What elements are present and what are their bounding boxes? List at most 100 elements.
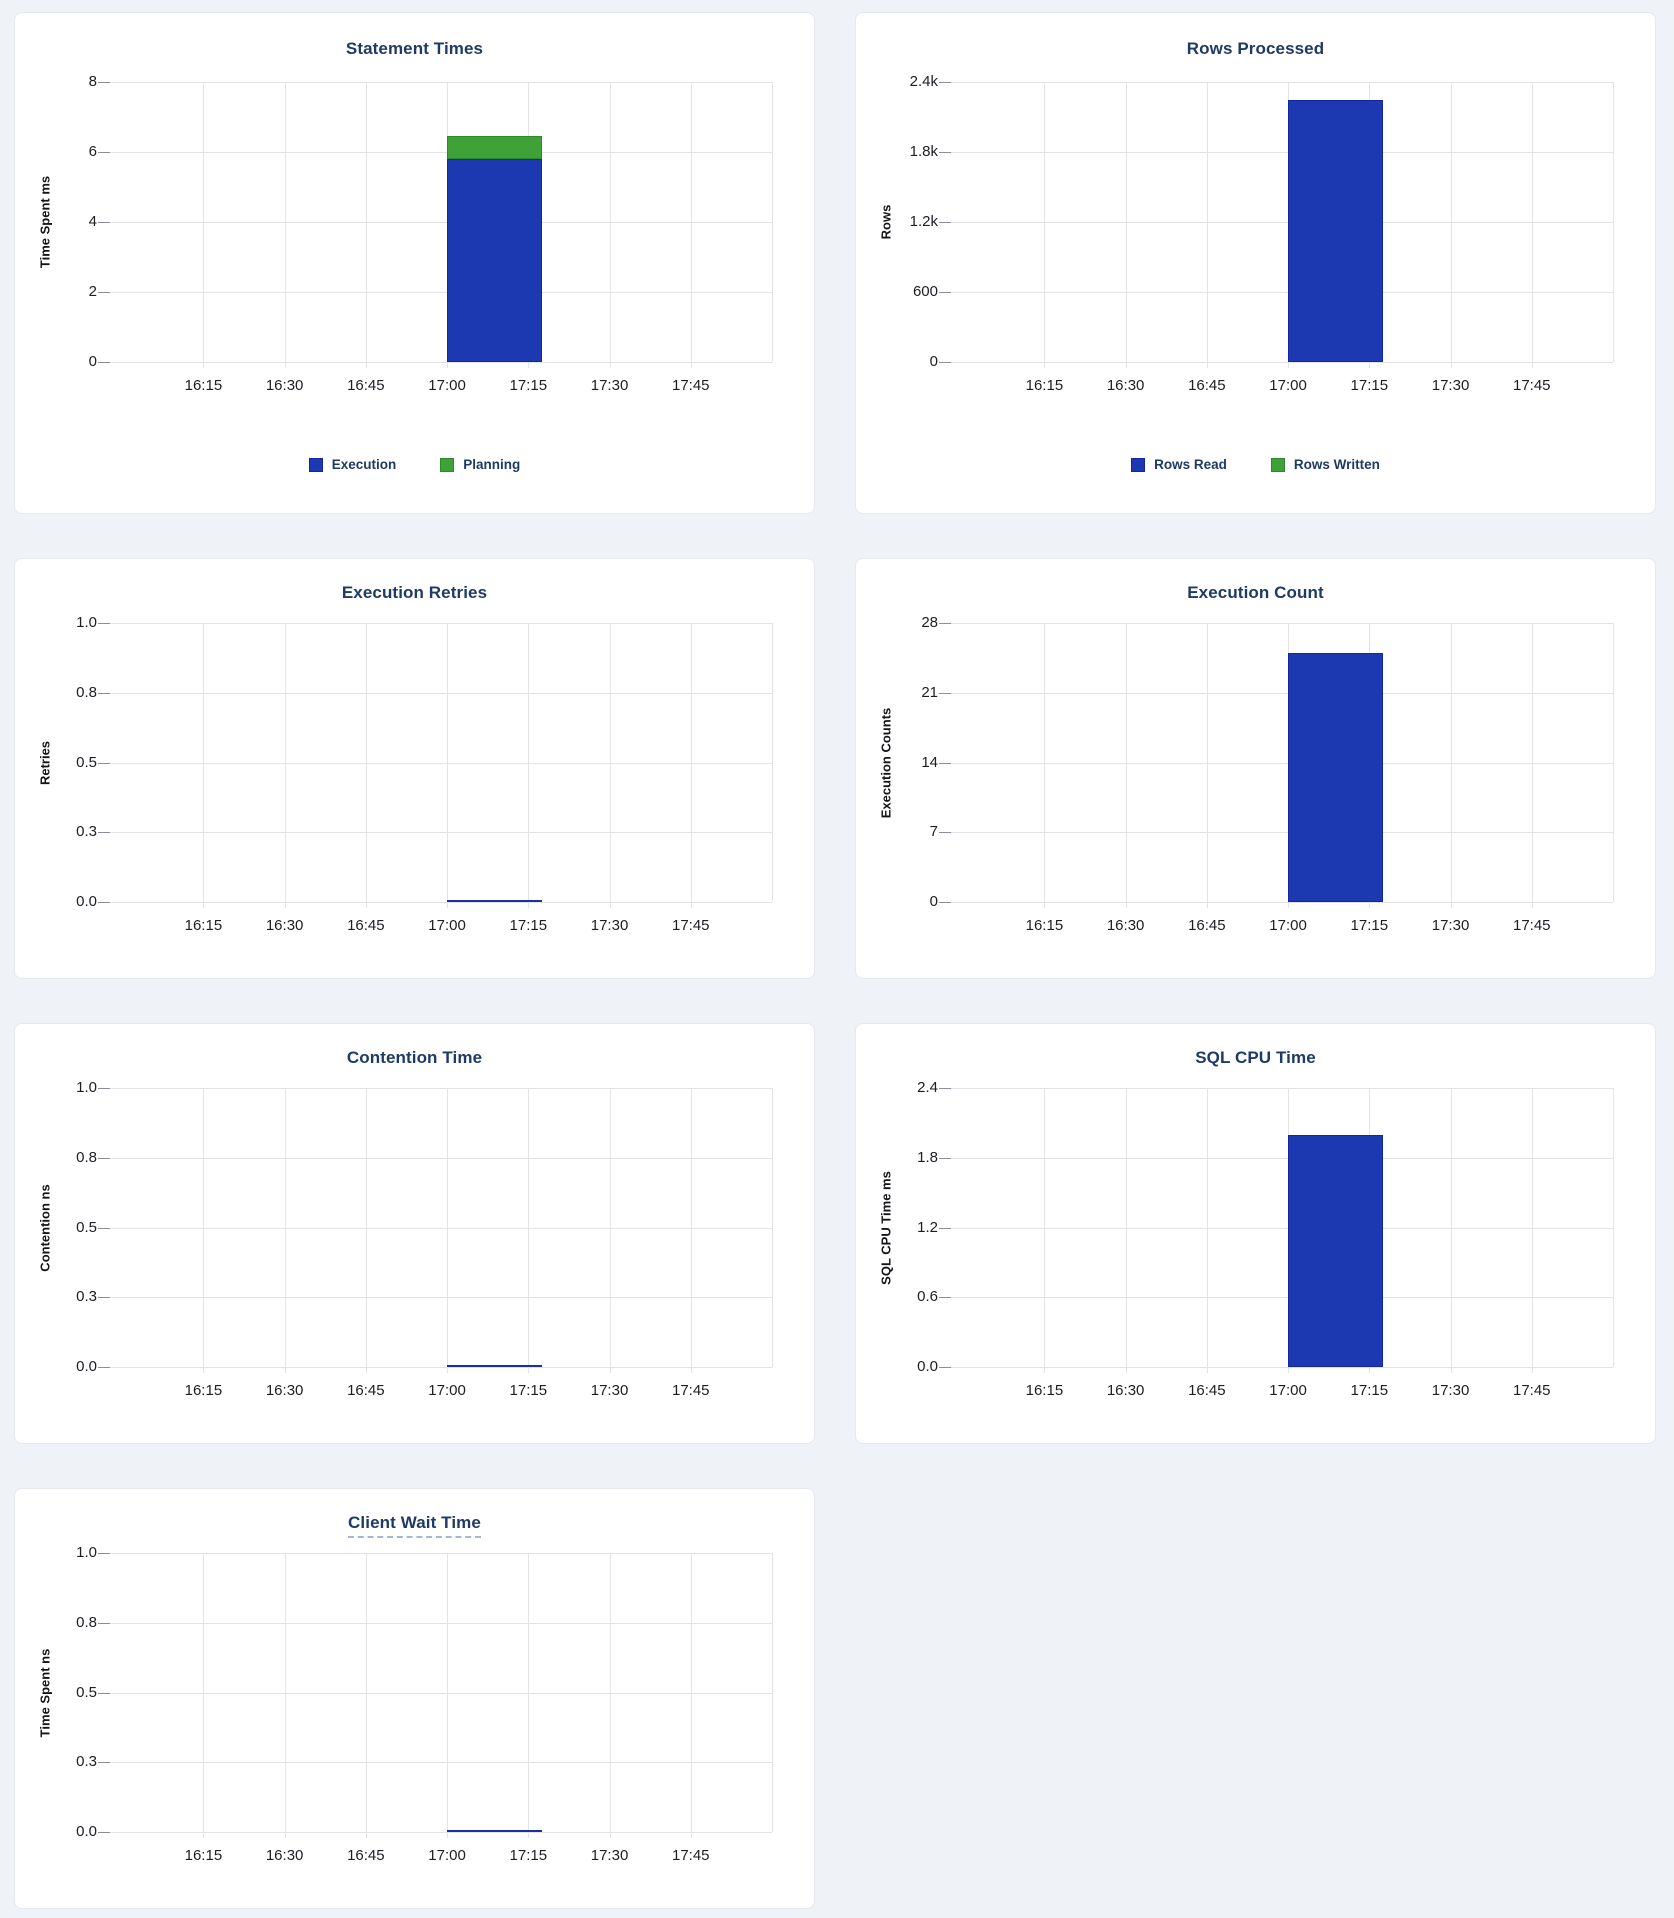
x-tick-label: 17:45: [671, 377, 710, 394]
gridline-vertical: [1613, 1088, 1614, 1367]
x-tick-label: 17:15: [1350, 377, 1389, 394]
x-tick-label: 17:15: [1350, 1382, 1389, 1399]
bar-segment[interactable]: [1288, 652, 1383, 902]
x-tick-label: 16:30: [265, 917, 304, 934]
gridline-vertical: [365, 1553, 367, 1838]
gridline-vertical: [1450, 82, 1452, 368]
gridline-horizontal: [110, 152, 772, 153]
gridline-vertical: [609, 623, 611, 908]
gridline-vertical: [365, 82, 367, 368]
gridline-vertical: [365, 1088, 367, 1373]
x-tick-label: 16:15: [184, 377, 223, 394]
gridline-horizontal: [951, 1088, 1613, 1089]
x-tick-label: 16:45: [1188, 917, 1226, 934]
x-tick-label: 16:30: [265, 1382, 304, 1399]
y-axis-label: Time Spent ns: [37, 1648, 53, 1737]
gridline-vertical: [690, 623, 692, 908]
bar-segment-planning[interactable]: [447, 136, 542, 159]
chart-title: Statement Times: [15, 39, 814, 59]
y-tick-mark: [939, 362, 951, 363]
bar-segment-execution[interactable]: [447, 159, 542, 362]
y-tick-label: 7: [929, 823, 938, 841]
chart-title-text: Execution Retries: [341, 583, 488, 602]
gridline-vertical: [1531, 623, 1533, 908]
y-tick-mark: [98, 1297, 110, 1299]
gridline-horizontal: [110, 362, 772, 363]
gridline-vertical: [1206, 82, 1208, 368]
x-tick-label: 16:15: [1025, 377, 1064, 394]
y-tick-label: 0.0: [76, 893, 97, 910]
legend-label: Planning: [463, 457, 521, 472]
y-tick-label: 0.8: [76, 683, 97, 701]
gridline-horizontal: [951, 222, 1613, 223]
x-tick-label: 16:45: [347, 1847, 385, 1864]
x-tick-label: 17:45: [1512, 377, 1551, 394]
chart-title: Execution Count: [856, 583, 1655, 603]
gridline-vertical: [447, 1088, 449, 1373]
y-tick-label: 1.2k: [909, 213, 938, 230]
y-tick-mark: [98, 902, 110, 903]
gridline-horizontal: [110, 902, 772, 903]
y-tick-mark: [98, 1367, 110, 1368]
chart-title: Execution Retries: [15, 583, 814, 603]
y-tick-label: 1.0: [76, 1079, 97, 1096]
gridline-vertical: [447, 1553, 449, 1838]
series-line[interactable]: [447, 900, 542, 902]
x-tick-label: 16:45: [1188, 1382, 1226, 1399]
gridline-horizontal: [110, 82, 772, 83]
gridline-vertical: [772, 1553, 773, 1832]
gridline-horizontal: [110, 1692, 772, 1694]
x-tick-label: 16:15: [184, 1847, 223, 1864]
gridline-vertical: [203, 82, 205, 368]
gridline-horizontal: [110, 1622, 772, 1624]
x-tick-label: 16:30: [265, 1847, 304, 1864]
gridline-vertical: [1450, 623, 1452, 908]
x-tick-label: 17:15: [509, 917, 548, 934]
y-tick-mark: [939, 82, 951, 83]
x-tick-label: 17:30: [1431, 917, 1470, 934]
chart-title-text[interactable]: Client Wait Time: [348, 1513, 481, 1538]
gridline-vertical: [609, 1088, 611, 1373]
x-tick-label: 17:00: [428, 1847, 466, 1864]
gridline-horizontal: [110, 1157, 772, 1159]
y-tick-label: 0: [929, 353, 938, 370]
gridline-horizontal: [951, 623, 1613, 624]
bar-segment[interactable]: [1288, 1134, 1383, 1367]
chart-title-text: SQL CPU Time: [1195, 1048, 1316, 1067]
x-tick-label: 17:45: [671, 917, 710, 934]
y-tick-label: 0.0: [917, 1358, 938, 1375]
y-tick-mark: [98, 1553, 110, 1554]
chart-panel-execution-count: Execution Count 28 21 14 7 0 16:15 16:30 16:45 17…: [855, 558, 1656, 979]
series-line[interactable]: [447, 1365, 542, 1367]
y-tick-mark: [98, 362, 110, 363]
y-tick-label: 1.0: [76, 1544, 97, 1561]
chart-title: SQL CPU Time: [856, 1048, 1655, 1068]
y-tick-mark: [98, 1832, 110, 1833]
x-tick-label: 16:30: [1106, 917, 1145, 934]
x-tick-label: 16:15: [184, 917, 223, 934]
y-tick-mark: [98, 1692, 110, 1694]
y-tick-mark: [98, 762, 110, 764]
gridline-vertical: [1613, 82, 1614, 362]
gridline-vertical: [528, 1088, 530, 1373]
bar-segment-rows-read[interactable]: [1288, 99, 1383, 362]
y-tick-label: 1.8: [917, 1148, 938, 1166]
legend-item-planning: Planning: [440, 457, 520, 472]
y-tick-mark: [98, 82, 110, 83]
y-tick-label: 0.8: [76, 1148, 97, 1166]
chart-panel-contention-time: Contention Time 1.0 0.8 0.5 0.3 0.0 16:15 16:30…: [14, 1023, 815, 1444]
gridline-horizontal: [110, 222, 772, 223]
gridline-vertical: [609, 1553, 611, 1838]
series-line[interactable]: [447, 1830, 542, 1832]
y-tick-mark: [98, 152, 110, 153]
gridline-vertical: [284, 623, 286, 908]
x-tick-label: 16:15: [184, 1382, 223, 1399]
y-tick-label: 4: [88, 213, 97, 230]
y-tick-label: 0.8: [76, 1613, 97, 1631]
gridline-horizontal: [951, 692, 1613, 694]
gridline-vertical: [690, 82, 692, 368]
y-tick-label: 2.4k: [909, 73, 938, 90]
chart-title-text: Execution Count: [1187, 583, 1324, 602]
x-tick-label: 17:45: [1512, 1382, 1551, 1399]
